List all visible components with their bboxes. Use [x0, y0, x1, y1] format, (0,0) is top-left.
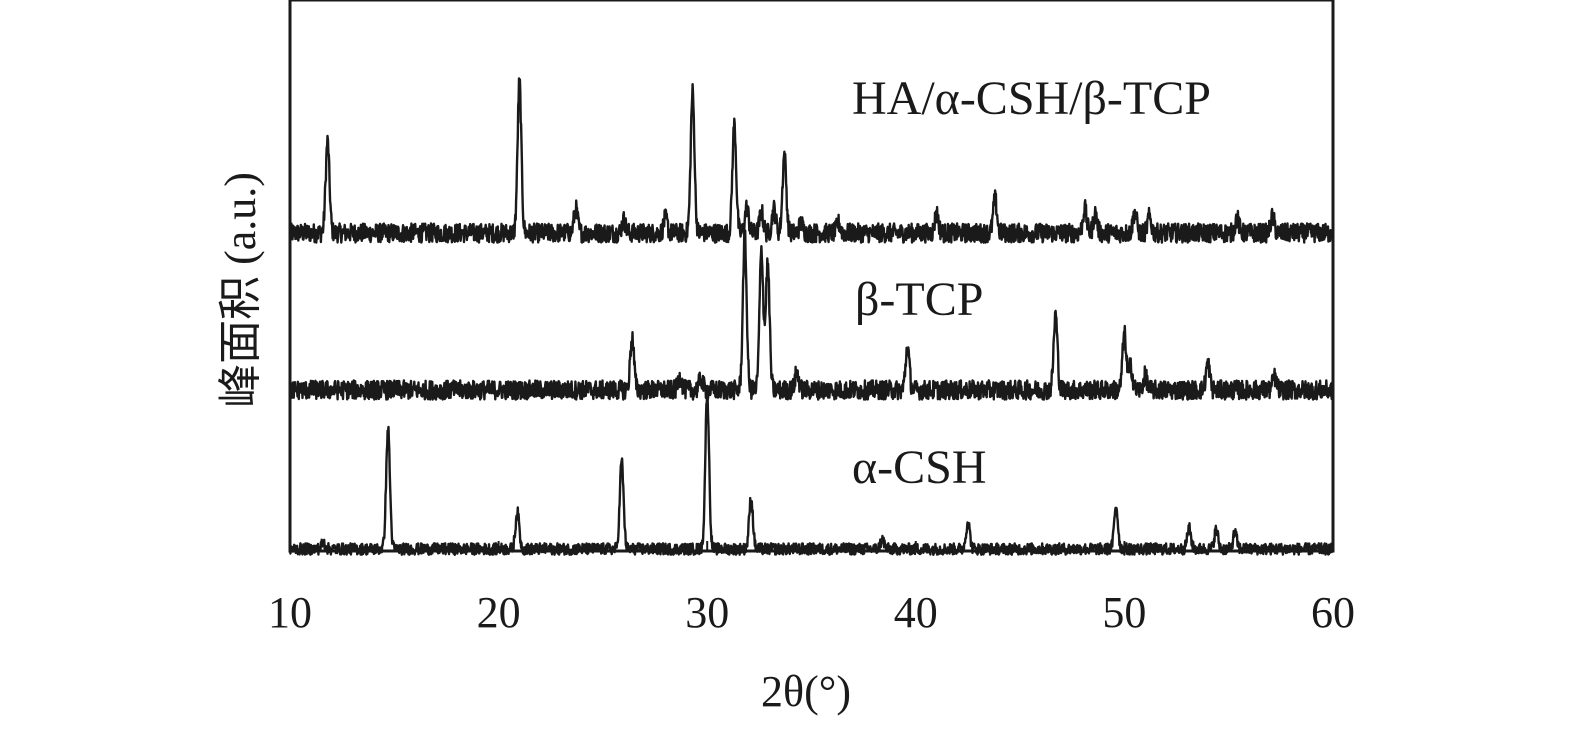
x-tick-label: 50 [1102, 588, 1146, 637]
series-group [288, 77, 1335, 556]
series-labels: HA/α-CSH/β-TCP β-TCP α-CSH [852, 72, 1211, 494]
x-tick-label: 60 [1311, 588, 1355, 637]
x-axis-ticks: 10 20 30 40 50 60 [268, 541, 1355, 637]
series-label-csh: α-CSH [852, 441, 987, 494]
x-tick-label: 40 [894, 588, 938, 637]
series-line-0 [288, 77, 1335, 244]
series-line-1 [288, 229, 1335, 401]
x-tick-label: 30 [685, 588, 729, 637]
series-label-ha-csh-tcp: HA/α-CSH/β-TCP [852, 72, 1211, 125]
x-tick-label: 20 [477, 588, 521, 637]
series-line-2 [288, 388, 1335, 556]
y-axis-title: 峰面积 (a.u.) [216, 172, 265, 408]
x-axis-title: 2θ(°) [761, 667, 851, 716]
series-label-tcp: β-TCP [855, 273, 983, 326]
x-tick-label: 10 [268, 588, 312, 637]
